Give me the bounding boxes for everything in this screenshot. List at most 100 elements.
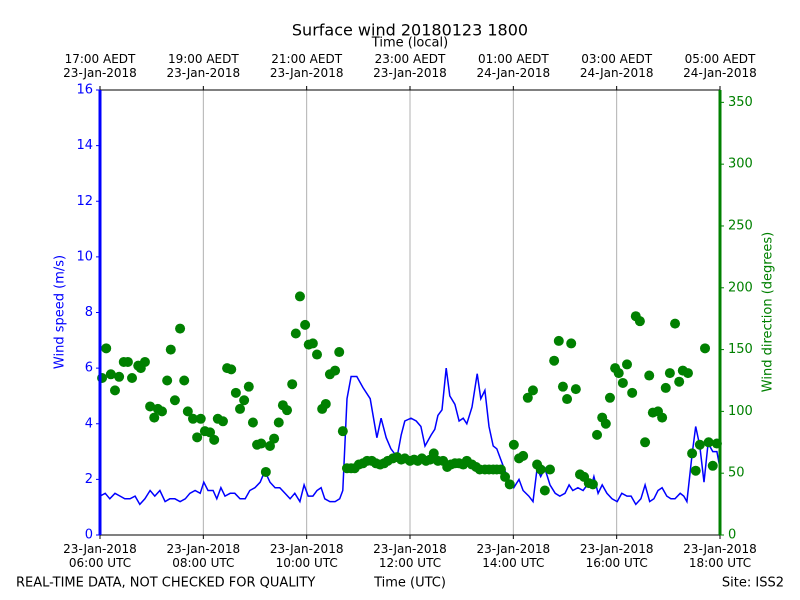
direction-point xyxy=(707,460,718,471)
direction-point xyxy=(195,413,206,424)
y-tick-label: 16 xyxy=(76,83,93,98)
direction-point xyxy=(687,448,698,459)
direction-point xyxy=(226,364,237,375)
direction-point xyxy=(562,394,573,405)
direction-point xyxy=(604,392,615,403)
direction-point xyxy=(600,418,611,429)
y2-tick-label: 100 xyxy=(728,404,753,419)
direction-point xyxy=(674,376,685,387)
direction-point xyxy=(235,403,246,414)
y-tick-label: 14 xyxy=(76,138,93,153)
direction-point xyxy=(273,417,284,428)
y2-tick-label: 0 xyxy=(728,528,736,543)
direction-point xyxy=(230,387,241,398)
x-tick-label: 23-Jan-2018 16:00 UTC xyxy=(579,542,654,570)
direction-point xyxy=(627,387,638,398)
direction-point xyxy=(670,318,681,329)
direction-point xyxy=(312,349,322,360)
direction-point xyxy=(566,338,577,349)
x2-tick-label: 05:00 AEDT 24-Jan-2018 xyxy=(683,52,757,80)
y2-tick-label: 150 xyxy=(728,342,753,357)
direction-point xyxy=(290,328,301,339)
direction-point xyxy=(243,381,254,392)
direction-point xyxy=(182,406,193,417)
x2-tick-label: 01:00 AEDT 24-Jan-2018 xyxy=(476,52,551,80)
y-tick-label: 8 xyxy=(85,305,93,320)
direction-point xyxy=(105,369,116,380)
direction-point xyxy=(122,356,133,367)
y-tick-label: 12 xyxy=(76,194,93,209)
y2-tick-label: 300 xyxy=(728,157,753,172)
y-axis-label: Wind speed (m/s) xyxy=(53,255,68,369)
direction-point xyxy=(162,375,173,386)
y2-tick-label: 350 xyxy=(728,95,753,110)
direction-point xyxy=(592,429,603,440)
direction-point xyxy=(539,485,550,496)
x2-tick-label: 21:00 AEDT 23-Jan-2018 xyxy=(269,52,344,80)
x-tick-label: 23-Jan-2018 14:00 UTC xyxy=(476,542,551,570)
x2-tick-label: 03:00 AEDT 24-Jan-2018 xyxy=(579,52,654,80)
direction-point xyxy=(247,417,258,428)
direction-point xyxy=(495,464,506,475)
direction-point xyxy=(337,426,348,437)
direction-point xyxy=(205,427,216,438)
chart-title: Surface wind 20180123 1800 xyxy=(292,21,528,40)
direction-point xyxy=(682,368,693,379)
direction-point xyxy=(157,406,167,417)
direction-point xyxy=(545,464,556,475)
y-tick-label: 10 xyxy=(76,249,93,264)
x-tick-label: 23-Jan-2018 06:00 UTC xyxy=(63,542,137,570)
direction-point xyxy=(294,291,305,302)
direction-point xyxy=(260,466,271,477)
direction-point xyxy=(522,392,533,403)
y-tick-label: 0 xyxy=(85,528,93,543)
direction-point xyxy=(660,382,671,393)
footer-note: REAL-TIME DATA, NOT CHECKED FOR QUALITY xyxy=(16,576,315,591)
direction-point xyxy=(287,379,298,390)
direction-point xyxy=(634,316,645,327)
direction-point xyxy=(428,448,439,459)
direction-point xyxy=(101,343,112,354)
direction-point xyxy=(179,375,190,386)
direction-point xyxy=(617,377,628,388)
direction-point xyxy=(127,373,138,384)
direction-point xyxy=(535,464,546,475)
direction-point xyxy=(282,405,293,416)
direction-point xyxy=(169,395,180,406)
y-tick-label: 2 xyxy=(85,472,93,487)
direction-point xyxy=(664,368,675,379)
direction-point xyxy=(139,356,150,367)
direction-point xyxy=(256,438,267,449)
x-tick-label: 23-Jan-2018 10:00 UTC xyxy=(269,542,344,570)
speed-line xyxy=(99,368,721,506)
direction-point xyxy=(587,479,598,490)
direction-point xyxy=(300,319,311,330)
direction-point xyxy=(114,371,125,382)
x-axis-label: Time (UTC) xyxy=(373,576,446,591)
direction-point xyxy=(192,432,203,443)
direction-point xyxy=(518,450,529,461)
direction-point xyxy=(640,437,651,448)
direction-point xyxy=(307,338,318,349)
direction-point xyxy=(644,370,655,381)
direction-point xyxy=(320,398,331,409)
direction-point xyxy=(504,479,515,490)
x2-tick-label: 17:00 AEDT 23-Jan-2018 xyxy=(63,52,137,80)
direction-point xyxy=(334,347,345,358)
direction-point xyxy=(570,384,581,395)
footer-site: Site: ISS2 xyxy=(722,576,784,591)
x2-tick-label: 23:00 AEDT 23-Jan-2018 xyxy=(373,52,447,80)
direction-point xyxy=(527,385,538,396)
direction-point xyxy=(553,335,564,346)
direction-point xyxy=(657,412,668,423)
direction-point xyxy=(165,344,176,355)
direction-point xyxy=(149,412,160,423)
x-tick-label: 23-Jan-2018 08:00 UTC xyxy=(166,542,241,570)
direction-point xyxy=(239,395,250,406)
direction-point xyxy=(622,359,632,370)
direction-point xyxy=(700,343,711,354)
direction-point xyxy=(209,434,220,445)
x-tick-label: 23-Jan-2018 18:00 UTC xyxy=(683,542,757,570)
